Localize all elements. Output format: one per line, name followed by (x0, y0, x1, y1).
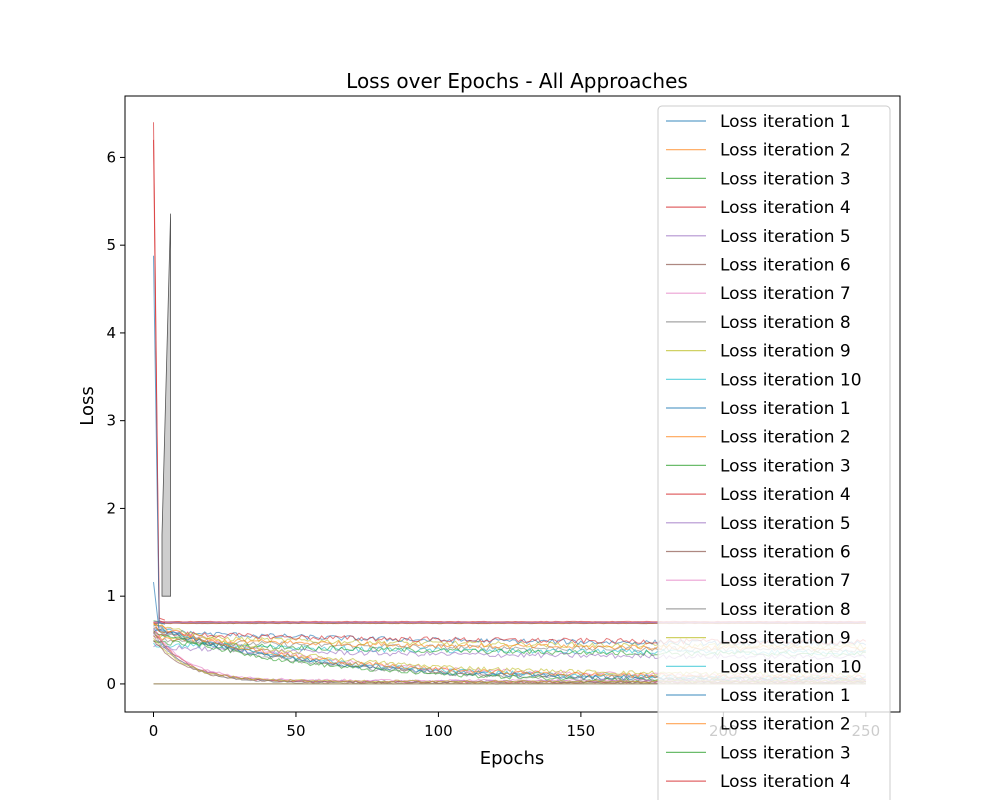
spike-line (153, 255, 166, 625)
legend-label: Loss iteration 3 (720, 456, 851, 476)
y-tick-label: 2 (106, 499, 116, 517)
fill-band (161, 213, 172, 597)
legend-label: Loss iteration 3 (720, 169, 851, 189)
legend-label: Loss iteration 6 (720, 256, 851, 276)
axes-frame (124, 95, 901, 713)
legend-label: Loss iteration 8 (720, 600, 851, 620)
x-tick-label: 150 (567, 722, 596, 740)
legend-label: Loss iteration 3 (720, 743, 851, 763)
y-axis-label: Loss (77, 386, 98, 425)
x-tick-label: 100 (424, 722, 453, 740)
legend-label: Loss iteration 4 (720, 198, 851, 218)
legend-label: Loss iteration 5 (720, 514, 851, 534)
legend-label: Loss iteration 6 (720, 543, 851, 563)
legend-label: Loss iteration 7 (720, 284, 851, 304)
y-tick-label: 5 (106, 236, 116, 254)
x-axis-label: Epochs (480, 748, 545, 769)
legend-label: Loss iteration 5 (720, 227, 851, 247)
legend-label: Loss iteration 2 (720, 141, 851, 161)
y-axis: 0 1 2 3 4 5 6 (106, 148, 125, 693)
y-tick-label: 3 (106, 412, 116, 430)
legend-label: Loss iteration 10 (720, 657, 862, 677)
legend-label: Loss iteration 9 (720, 342, 851, 362)
y-tick-label: 4 (106, 324, 116, 342)
legend-label: Loss iteration 1 (720, 112, 851, 132)
x-tick-label: 50 (286, 722, 305, 740)
chart-title: Loss over Epochs - All Approaches (346, 69, 688, 93)
legend-label: Loss iteration 1 (720, 686, 851, 706)
legend-label: Loss iteration 2 (720, 715, 851, 735)
spike-line (153, 622, 166, 634)
legend-label: Loss iteration 2 (720, 428, 851, 448)
legend-box (657, 105, 891, 804)
y-tick-label: 1 (106, 587, 116, 605)
x-tick-label: 0 (149, 722, 159, 740)
legend-label: Loss iteration 8 (720, 313, 851, 333)
y-tick-label: 6 (106, 148, 116, 166)
legend-label: Loss iteration 4 (720, 485, 851, 505)
legend-label: Loss iteration 4 (720, 772, 851, 792)
legend-label: Loss iteration 1 (720, 399, 851, 419)
legend-label: Loss iteration 10 (720, 370, 862, 390)
legend: Loss iteration 1 Loss iteration 2 Loss ite… (657, 105, 891, 804)
legend-label: Loss iteration 7 (720, 571, 851, 591)
legend-label: Loss iteration 9 (720, 629, 851, 649)
y-tick-label: 0 (106, 675, 116, 693)
